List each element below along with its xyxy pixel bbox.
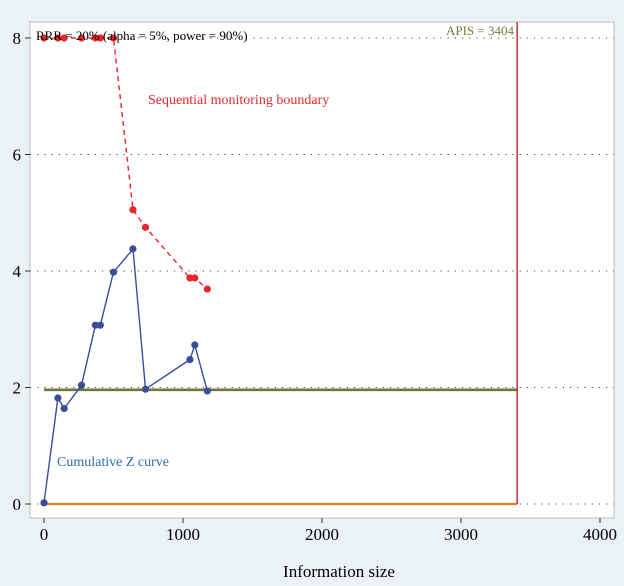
y-tick-label: 8 xyxy=(13,29,22,48)
x-tick-label: 0 xyxy=(40,525,49,544)
cumulative-z-curve-point xyxy=(203,387,211,395)
cumulative-z-curve-point xyxy=(191,341,199,349)
x-tick-label: 4000 xyxy=(583,525,617,544)
sequential-monitoring-boundary-point xyxy=(40,34,48,42)
sequential-monitoring-boundary-point xyxy=(60,34,68,42)
reference-lines xyxy=(44,22,518,506)
cumulative-z-curve-point xyxy=(77,381,86,389)
data-series xyxy=(40,34,211,507)
cumulative-z-curve-point xyxy=(109,268,118,276)
sequential-monitoring-boundary-point xyxy=(109,34,118,42)
sequential-monitoring-boundary-point xyxy=(96,34,104,42)
boundary-label: Sequential monitoring boundary xyxy=(148,93,329,108)
axes: 0 2 4 6 8 0 1000 2000 3000 4000 xyxy=(13,22,617,544)
y-tick-label: 4 xyxy=(13,262,22,281)
cumulative-z-curve-point xyxy=(40,499,48,507)
cumulative-z-curve-point xyxy=(186,355,194,364)
x-tick-label: 2000 xyxy=(305,525,339,544)
y-tick-label: 0 xyxy=(13,495,22,514)
y-tick-label: 6 xyxy=(13,146,22,165)
sequential-monitoring-boundary-point xyxy=(54,34,62,42)
x-tick-label: 1000 xyxy=(166,525,200,544)
x-tick-label: 3000 xyxy=(444,525,478,544)
cumulative-z-curve-point xyxy=(96,321,104,329)
apis-label: APIS = 3404 xyxy=(446,23,515,38)
sequential-monitoring-boundary-point xyxy=(129,206,137,214)
cumulative-z-curve-point xyxy=(54,394,62,402)
annotations: RRR = 20% (alpha = 5%, power = 90%) APIS… xyxy=(36,23,514,581)
y-tick-label: 2 xyxy=(13,379,22,398)
sequential-monitoring-boundary-point xyxy=(141,223,150,231)
cumulative-z-curve-point xyxy=(141,385,150,393)
cumulative-z-curve-point xyxy=(129,245,137,253)
z-curve-label: Cumulative Z curve xyxy=(57,455,169,470)
x-axis-title: Information size xyxy=(283,562,395,581)
cumulative-z-curve-point xyxy=(60,404,68,413)
sequential-monitoring-boundary-point xyxy=(77,34,86,42)
header-annotation: RRR = 20% (alpha = 5%, power = 90%) xyxy=(36,28,248,43)
sequential-monitoring-boundary-point xyxy=(191,274,199,282)
sequential-monitoring-boundary-point xyxy=(203,285,211,293)
